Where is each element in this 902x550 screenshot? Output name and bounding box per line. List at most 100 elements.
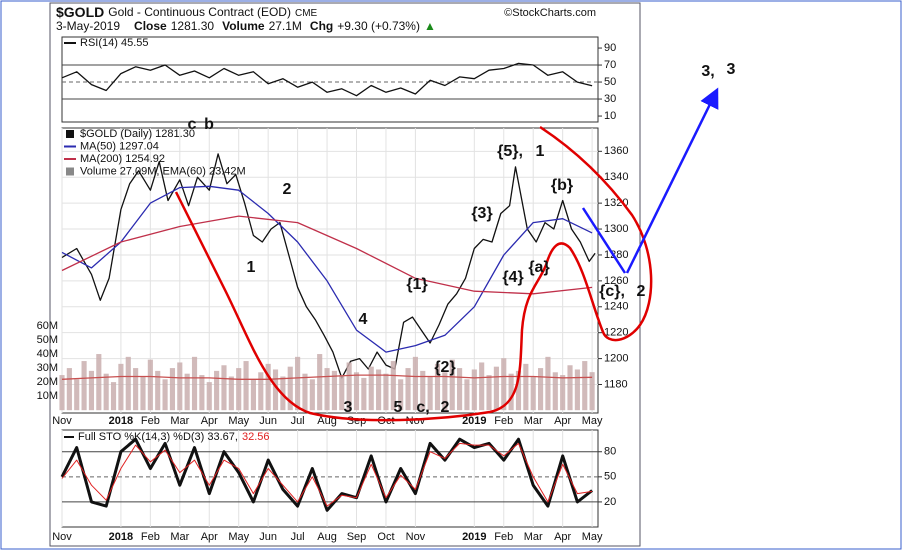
x-tick-label: May [582, 415, 603, 427]
volume-bar [523, 363, 529, 411]
volume-bar [236, 368, 242, 411]
volume-bar [464, 379, 470, 411]
y-tick-label: 1280 [604, 249, 628, 261]
volume-bar [552, 372, 558, 411]
volume-bar [331, 370, 337, 411]
x-tick-label: Sep [347, 531, 367, 543]
volume-bar [96, 354, 102, 411]
x-tick-label: May [582, 531, 603, 543]
y2-tick-label: 50M [37, 334, 58, 346]
stat-value: 27.1M [269, 19, 302, 33]
volume-bar [287, 366, 293, 411]
wave-label: 3 [344, 399, 353, 416]
volume-bar [125, 356, 131, 411]
y-tick-label: 1200 [604, 352, 628, 364]
volume-bar [501, 358, 507, 411]
y2-tick-label: 40M [37, 348, 58, 360]
x-tick-label: May [228, 531, 249, 543]
series-line [61, 442, 593, 507]
stat-value: +9.30 (+0.73%) [337, 19, 420, 33]
y-tick-label: 30 [604, 93, 616, 105]
volume-bar [427, 376, 433, 411]
wave-label: {2} [434, 359, 455, 376]
y-tick-label: 1320 [604, 197, 628, 209]
x-tick-label: Mar [170, 531, 189, 543]
wave-label: {a} [528, 259, 549, 276]
wave-label: {b} [551, 177, 573, 194]
y2-tick-label: 30M [37, 362, 58, 374]
y-tick-label: 90 [604, 42, 616, 54]
volume-bar [471, 369, 477, 411]
x-tick-label: 2018 [109, 415, 133, 427]
x-tick-label: May [228, 415, 249, 427]
volume-bar [508, 373, 514, 411]
x-tick-label: Feb [494, 531, 513, 543]
source: ©StockCharts.com [504, 7, 596, 19]
x-tick-label: 2019 [462, 531, 486, 543]
y-tick-label: 1260 [604, 275, 628, 287]
volume-bar [206, 382, 212, 411]
volume-bar [376, 369, 382, 411]
x-tick-label: Apr [554, 415, 571, 427]
x-tick-label: Feb [141, 531, 160, 543]
x-tick-label: Nov [52, 415, 72, 427]
volume-bar [479, 362, 485, 411]
legend-swatch [66, 167, 74, 176]
volume-bar [368, 366, 374, 411]
x-tick-label: Feb [141, 415, 160, 427]
volume-bar [133, 368, 139, 411]
chart-frame [49, 2, 641, 547]
legend-swatch [66, 130, 74, 138]
volume-bar [449, 359, 455, 411]
volume-bar [545, 356, 551, 411]
volume-bar [169, 368, 176, 411]
wave-label: {4} [502, 269, 523, 286]
panel-frame [61, 429, 599, 528]
volume-bar [412, 356, 418, 411]
volume-bar [317, 354, 323, 411]
y2-tick-label: 20M [37, 376, 58, 388]
wave-label: 5 [394, 399, 403, 416]
stat-value: 1281.30 [171, 19, 215, 33]
volume-bar [243, 361, 249, 411]
wave-label: {5}, [497, 143, 523, 160]
wave-label: 3 [727, 61, 736, 78]
y-tick-label: 1360 [604, 145, 628, 157]
y-tick-label: 20 [604, 496, 616, 508]
volume-bar [103, 373, 109, 411]
x-tick-label: Apr [201, 415, 218, 427]
legend-label: $GOLD (Daily) 1281.30 [80, 128, 195, 140]
x-tick-label: Jun [259, 415, 277, 427]
x-tick-label: 2019 [462, 415, 486, 427]
wave-label: b [204, 116, 214, 133]
volume-bar [74, 379, 80, 411]
volume-bar [199, 375, 205, 411]
stat-label: Close [134, 19, 167, 33]
y-tick-label: 50 [604, 471, 616, 483]
volume-bar [324, 368, 330, 411]
x-tick-label: Mar [524, 531, 543, 543]
x-tick-label: Jul [291, 415, 305, 427]
blue-down-line [581, 207, 627, 274]
panel-frame [61, 36, 599, 123]
wave-label: {1} [406, 276, 427, 293]
legend-label: MA(50) 1297.04 [80, 140, 159, 152]
volume-bar [258, 372, 264, 411]
series-line [61, 374, 593, 380]
legend-label: RSI(14) 45.55 [80, 37, 148, 49]
volume-bar [302, 373, 308, 411]
volume-bar [88, 370, 95, 411]
volume-bar [442, 372, 448, 411]
volume-bar [361, 377, 367, 411]
y-tick-label: 50 [604, 76, 616, 88]
volume-bar [405, 368, 411, 411]
wave-label: 4 [359, 311, 368, 328]
header-line-1: $GOLD Gold - Continuous Contract (EOD) CME [56, 4, 318, 20]
volume-bar [309, 379, 315, 411]
volume-bar [339, 375, 345, 411]
stat-label: Volume [222, 19, 265, 33]
volume-bar [515, 370, 522, 411]
volume-bar [66, 368, 72, 411]
